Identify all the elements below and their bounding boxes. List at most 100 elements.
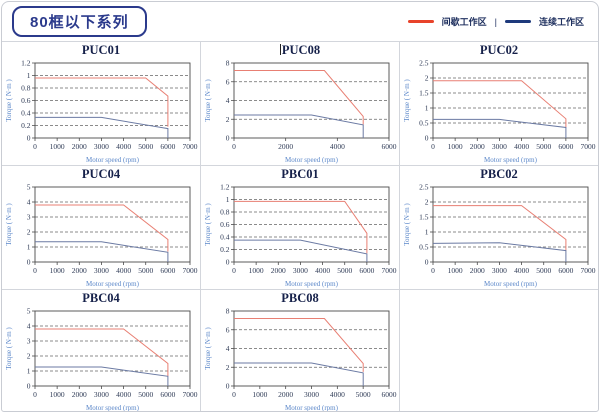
svg-text:0: 0: [27, 134, 31, 143]
svg-text:2: 2: [226, 115, 230, 124]
svg-text:Torque ( N·m ): Torque ( N·m ): [403, 79, 411, 122]
svg-text:0: 0: [33, 266, 37, 275]
chart-cell-pbc08: PBC08 0 2 4 6 8 0 1000 2000 3000 4000 5000 6000 Moto…: [201, 290, 400, 412]
chart-title-puc08: PUC08: [279, 43, 321, 57]
svg-text:2000: 2000: [470, 142, 485, 151]
svg-text:3000: 3000: [293, 266, 308, 275]
svg-text:1000: 1000: [252, 390, 267, 399]
svg-text:1: 1: [27, 367, 31, 376]
svg-text:0: 0: [27, 258, 31, 267]
svg-text:8: 8: [226, 307, 230, 316]
svg-text:0.8: 0.8: [21, 84, 31, 93]
svg-text:0.5: 0.5: [419, 243, 429, 252]
svg-text:7000: 7000: [183, 266, 198, 275]
chart-title-puc01: PUC01: [81, 43, 121, 57]
svg-text:2000: 2000: [72, 266, 87, 275]
legend-label-continuous: 连续工作区: [538, 17, 584, 27]
svg-text:Motor speed (rpm): Motor speed (rpm): [285, 156, 339, 164]
svg-text:Motor speed (rpm): Motor speed (rpm): [285, 404, 339, 412]
chart-title-pbc08: PBC08: [281, 291, 319, 305]
empty-cell: [400, 290, 598, 411]
svg-text:1000: 1000: [50, 142, 65, 151]
chart-cell-pbc04: PBC04 0 1 2 3 4 5 0 1000 2000 3000 4000 5000 6000 700…: [2, 290, 201, 412]
svg-text:2: 2: [226, 363, 230, 372]
svg-text:4000: 4000: [116, 266, 131, 275]
legend-label-intermittent: 间歇工作区: [441, 17, 487, 27]
svg-text:0.6: 0.6: [220, 220, 230, 229]
svg-text:0: 0: [226, 134, 230, 143]
series-badge[interactable]: 80框以下系列: [12, 6, 147, 37]
svg-text:3000: 3000: [94, 390, 109, 399]
svg-text:7000: 7000: [581, 142, 596, 151]
svg-text:4000: 4000: [315, 266, 330, 275]
svg-text:0: 0: [232, 390, 236, 399]
svg-text:3000: 3000: [94, 142, 109, 151]
svg-text:5: 5: [27, 183, 31, 192]
svg-text:5000: 5000: [337, 266, 352, 275]
svg-text:2000: 2000: [278, 390, 293, 399]
chart-title-puc02: PUC02: [479, 43, 519, 57]
svg-text:6000: 6000: [558, 266, 573, 275]
svg-text:4: 4: [226, 96, 230, 105]
svg-text:Motor speed (rpm): Motor speed (rpm): [484, 156, 538, 164]
svg-text:7000: 7000: [382, 266, 397, 275]
svg-text:7000: 7000: [581, 266, 596, 275]
svg-text:0: 0: [431, 266, 435, 275]
svg-text:0: 0: [226, 382, 230, 391]
svg-text:1000: 1000: [50, 266, 65, 275]
svg-text:0.5: 0.5: [419, 119, 429, 128]
chart-cell-puc08: PUC08 0 2 4 6 8 0 2000 4000 6000 Motor speed (rpm…: [201, 42, 400, 166]
svg-text:1: 1: [27, 243, 31, 252]
svg-text:0.8: 0.8: [220, 208, 230, 217]
svg-text:3000: 3000: [492, 142, 507, 151]
svg-text:Motor speed (rpm): Motor speed (rpm): [484, 280, 538, 288]
svg-text:6000: 6000: [558, 142, 573, 151]
svg-text:1.5: 1.5: [419, 213, 429, 222]
svg-text:1.2: 1.2: [220, 183, 230, 192]
svg-text:Motor speed (rpm): Motor speed (rpm): [86, 404, 140, 412]
chart-cell-pbc01: PBC01 0 0.2 0.4 0.6 0.8 1 1.2 0 1000 2000 3000 4000…: [201, 166, 400, 290]
intermittent-line-swatch: [407, 20, 434, 23]
svg-text:0: 0: [431, 142, 435, 151]
text-cursor: [279, 44, 281, 55]
chart-title-pbc02: PBC02: [480, 167, 518, 181]
legend: 间歇工作区 | 连续工作区: [407, 15, 584, 28]
svg-text:2000: 2000: [470, 266, 485, 275]
svg-text:5000: 5000: [138, 266, 153, 275]
svg-text:3000: 3000: [492, 266, 507, 275]
continuous-line-swatch: [504, 20, 531, 23]
header: 80框以下系列 间歇工作区 | 连续工作区: [2, 2, 598, 41]
svg-text:4: 4: [226, 344, 230, 353]
chart-plot-puc04: 0 1 2 3 4 5 0 1000 2000 3000 4000 5000 6000 7000 Motor…: [5, 183, 198, 289]
svg-text:5: 5: [27, 307, 31, 316]
svg-text:0: 0: [33, 142, 37, 151]
svg-text:6: 6: [226, 325, 230, 334]
svg-text:3000: 3000: [304, 390, 319, 399]
chart-plot-pbc01: 0 0.2 0.4 0.6 0.8 1 1.2 0 1000 2000 3000 4000 5000 60…: [204, 183, 397, 289]
svg-text:2000: 2000: [278, 142, 293, 151]
svg-text:4: 4: [27, 198, 31, 207]
chart-plot-puc01: 0 0.2 0.4 0.6 0.8 1 1.2 0 1000 2000 3000 4000 5000 60…: [5, 59, 198, 165]
svg-text:3000: 3000: [94, 266, 109, 275]
svg-text:Torque ( N·m ): Torque ( N·m ): [204, 327, 212, 370]
svg-text:5000: 5000: [138, 390, 153, 399]
svg-text:1.2: 1.2: [21, 59, 31, 68]
svg-text:3: 3: [27, 337, 31, 346]
svg-text:3: 3: [27, 213, 31, 222]
svg-text:Torque ( N·m ): Torque ( N·m ): [204, 79, 212, 122]
svg-text:1: 1: [226, 195, 230, 204]
svg-text:4000: 4000: [116, 142, 131, 151]
svg-text:1: 1: [425, 104, 429, 113]
svg-text:4: 4: [27, 322, 31, 331]
svg-text:0: 0: [425, 258, 429, 267]
svg-text:5000: 5000: [138, 142, 153, 151]
svg-text:6000: 6000: [382, 142, 397, 151]
svg-text:0.4: 0.4: [220, 233, 230, 242]
svg-text:4000: 4000: [330, 142, 345, 151]
svg-text:Torque ( N·m ): Torque ( N·m ): [5, 79, 13, 122]
svg-text:2: 2: [425, 74, 429, 83]
svg-text:Motor speed (rpm): Motor speed (rpm): [86, 156, 140, 164]
chart-cell-puc01: PUC01 0 0.2 0.4 0.6 0.8 1 1.2 0 1000 2000 3000 4000…: [2, 42, 201, 166]
legend-separator: |: [494, 16, 497, 27]
svg-text:0.4: 0.4: [21, 109, 31, 118]
